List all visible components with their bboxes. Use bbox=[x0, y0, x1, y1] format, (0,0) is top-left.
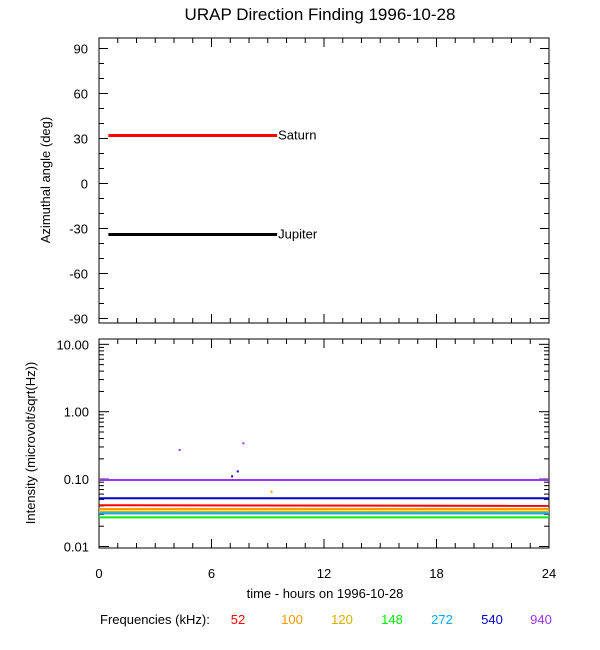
bottom-panel: 10.00 1.00 0.10 0.01 0 6 12 18 24 Intensity (mi… bbox=[23, 337, 556, 601]
chart-title: URAP Direction Finding 1996-10-28 bbox=[185, 5, 456, 24]
bottom-y-axis-label: Intensity (microvolt/sqrt(Hz)) bbox=[23, 362, 38, 525]
bottom-ytick-label: 10.00 bbox=[56, 337, 89, 352]
legend-item-120: 120 bbox=[331, 612, 353, 627]
bottom-xtick-label: 6 bbox=[208, 566, 215, 581]
top-ytick-label: 30 bbox=[74, 132, 88, 147]
jupiter-label: Jupiter bbox=[278, 227, 318, 242]
legend-label: Frequencies (kHz): bbox=[100, 612, 210, 627]
bottom-xtick-label: 0 bbox=[95, 566, 102, 581]
bottom-xtick-label: 24 bbox=[542, 566, 556, 581]
outlier-point bbox=[178, 449, 181, 452]
top-ytick-label: 0 bbox=[81, 177, 88, 192]
top-x-ticks bbox=[98, 38, 550, 323]
top-panel: 90 60 30 0 -30 -60 -90 Saturn Jupiter Azimuthal… bbox=[38, 37, 550, 327]
bottom-series bbox=[98, 442, 550, 519]
legend-item-272: 272 bbox=[431, 612, 453, 627]
top-ytick-label: -30 bbox=[69, 222, 88, 237]
top-y-axis-label: Azimuthal angle (deg) bbox=[38, 117, 53, 243]
frequency-legend: Frequencies (kHz): 52 100 120 148 272 540 940 bbox=[100, 612, 552, 627]
bottom-xtick-label: 12 bbox=[317, 566, 331, 581]
bottom-ytick-label: 0.01 bbox=[64, 539, 89, 554]
bottom-x-ticks: 0 6 12 18 24 bbox=[95, 339, 556, 581]
x-axis-label: time - hours on 1996-10-28 bbox=[247, 586, 404, 601]
legend-items: 52 100 120 148 272 540 940 bbox=[231, 612, 552, 627]
bottom-y-ticks: 10.00 1.00 0.10 0.01 bbox=[56, 337, 549, 554]
legend-item-940: 940 bbox=[530, 612, 552, 627]
top-ytick-label: -90 bbox=[69, 312, 88, 327]
bottom-xtick-label: 18 bbox=[429, 566, 443, 581]
outlier-point bbox=[242, 442, 245, 445]
outlier-point bbox=[270, 490, 273, 493]
legend-item-148: 148 bbox=[381, 612, 403, 627]
legend-item-100: 100 bbox=[281, 612, 303, 627]
bottom-ytick-label: 1.00 bbox=[64, 405, 89, 420]
top-series: Saturn Jupiter bbox=[108, 128, 318, 242]
legend-item-540: 540 bbox=[481, 612, 503, 627]
outlier-point bbox=[231, 475, 234, 478]
outlier-point bbox=[236, 470, 239, 473]
series-52-khz bbox=[98, 504, 550, 507]
bottom-ytick-label: 0.10 bbox=[64, 472, 89, 487]
top-ytick-label: 90 bbox=[74, 42, 88, 57]
saturn-label: Saturn bbox=[278, 128, 316, 143]
top-ytick-label: -60 bbox=[69, 267, 88, 282]
top-y-ticks: 90 60 30 0 -30 -60 -90 bbox=[69, 42, 549, 327]
top-ytick-label: 60 bbox=[74, 87, 88, 102]
legend-item-52: 52 bbox=[231, 612, 245, 627]
top-panel-frame bbox=[98, 37, 550, 324]
